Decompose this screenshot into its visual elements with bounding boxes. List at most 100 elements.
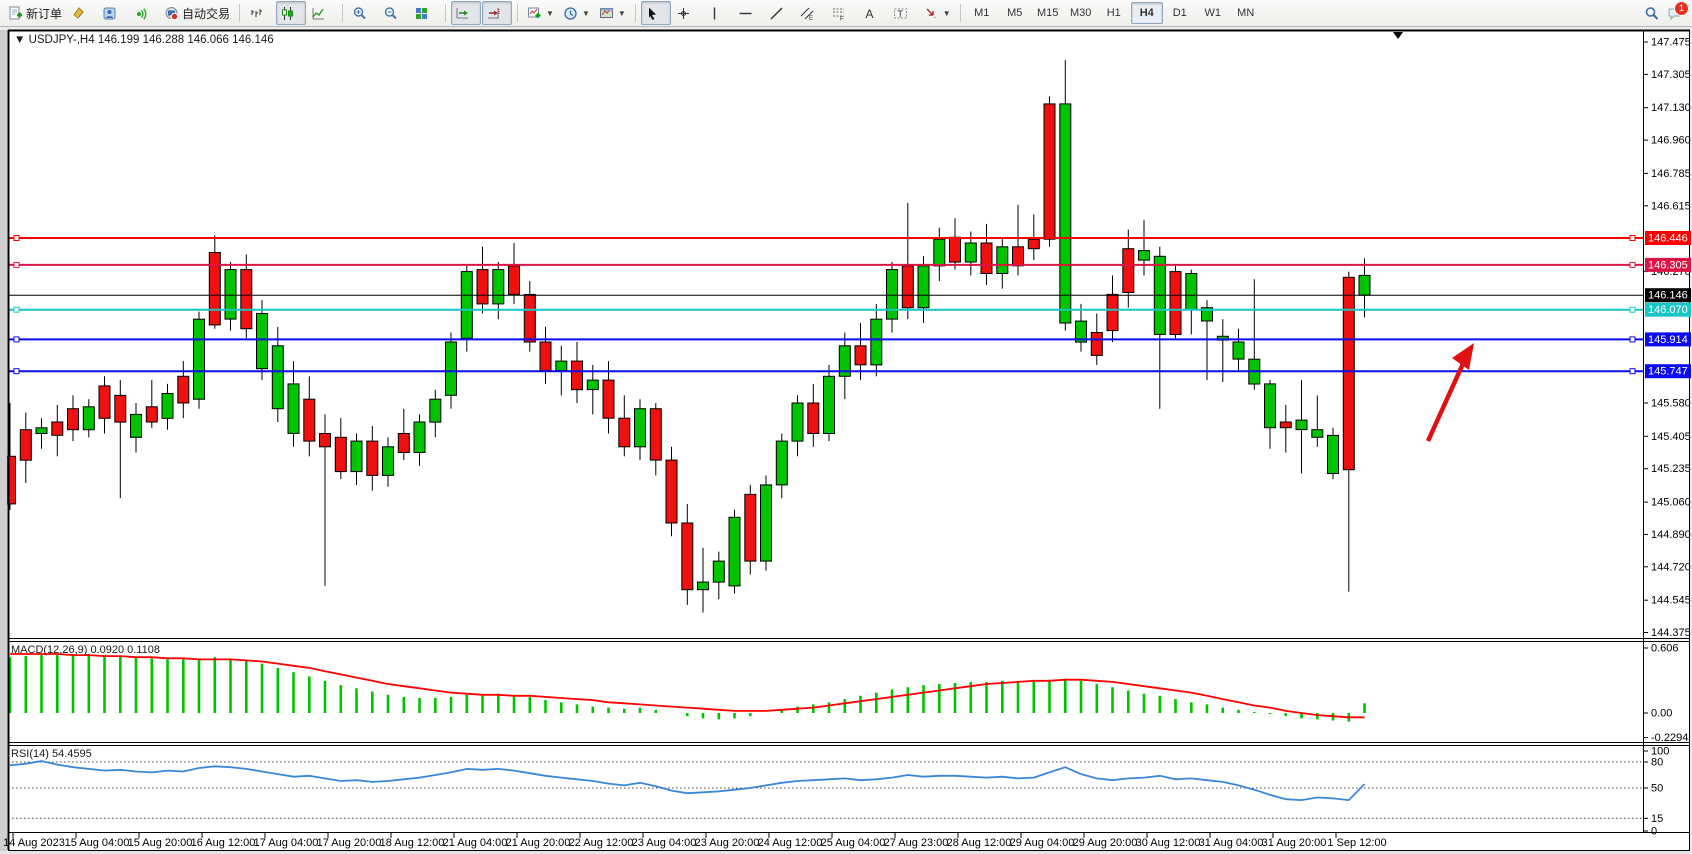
candlestick-button[interactable]	[276, 1, 307, 25]
svg-text:23 Aug 20:00: 23 Aug 20:00	[695, 837, 760, 849]
trend-arrow-annotation[interactable]	[1425, 343, 1474, 442]
timeframe-m5-button[interactable]: M5	[1007, 7, 1023, 19]
tile-windows-icon	[414, 6, 429, 21]
tile-windows-button[interactable]	[410, 1, 440, 25]
horizontal-line-button[interactable]	[734, 1, 764, 25]
price-tag-146.305: 146.305	[1645, 257, 1691, 272]
horizontal-line-145.747[interactable]	[8, 368, 1643, 375]
timeframe-m15-button[interactable]: M15	[1037, 7, 1059, 19]
autoscroll-button[interactable]	[451, 1, 482, 25]
svg-text:50: 50	[1651, 783, 1663, 795]
svg-text:0.606: 0.606	[1651, 643, 1679, 655]
chart-shift-marker	[1393, 32, 1403, 39]
add-indicator-icon	[527, 6, 542, 21]
chevron-down-icon: ▼	[546, 8, 554, 18]
search-icon	[1644, 6, 1659, 21]
svg-text:144.545: 144.545	[1651, 595, 1691, 607]
svg-text:27 Aug 23:00: 27 Aug 23:00	[884, 837, 949, 849]
svg-text:145.914: 145.914	[1648, 334, 1688, 346]
svg-text:145.747: 145.747	[1648, 366, 1688, 378]
trendline-icon	[769, 6, 784, 21]
price-axis[interactable]: 147.475 147.305 147.130 146.960 146.785 146.6…	[1643, 37, 1691, 640]
trendline-button[interactable]	[765, 1, 795, 25]
candlestick-icon	[280, 6, 295, 21]
svg-text:147.475: 147.475	[1651, 37, 1691, 49]
search-button[interactable]	[1644, 6, 1659, 21]
price-chart: 147.475 147.305 147.130 146.960 146.785 146.6…	[0, 29, 1692, 854]
bar-chart-icon	[249, 6, 264, 21]
chevron-down-icon: ▼	[942, 8, 951, 18]
svg-text:15 Aug 20:00: 15 Aug 20:00	[128, 837, 193, 849]
new-order-button[interactable]: 新订单	[4, 1, 66, 25]
price-tag-145.747: 145.747	[1645, 364, 1691, 379]
fibonacci-button[interactable]: F	[827, 1, 857, 25]
arrows-icon	[924, 6, 939, 21]
svg-text:146.615: 146.615	[1651, 200, 1691, 212]
svg-text:146.305: 146.305	[1648, 259, 1688, 271]
horizontal-line-146.446[interactable]	[8, 235, 1643, 241]
vertical-line-button[interactable]	[703, 1, 733, 25]
timeframe-m1-button[interactable]: M1	[974, 7, 990, 19]
periods-button[interactable]: ▼	[559, 1, 594, 25]
autotrade-button-label: 自动交易	[182, 6, 231, 21]
timeframe-mn-button[interactable]: MN	[1237, 7, 1255, 19]
arrows-button[interactable]: ▼	[920, 1, 955, 25]
hline-icon	[738, 6, 753, 21]
svg-text:29 Aug 20:00: 29 Aug 20:00	[1073, 837, 1138, 849]
label-button[interactable]: T	[889, 1, 919, 25]
horizontal-line-146.305[interactable]	[8, 261, 1643, 268]
timeframe-h4-button[interactable]: H4	[1130, 2, 1163, 24]
chart-window[interactable]: 147.475 147.305 147.130 146.960 146.785 146.6…	[0, 27, 1692, 854]
crosshair-icon	[676, 6, 691, 21]
line-chart-button[interactable]	[307, 1, 337, 25]
svg-text:21 Aug 20:00: 21 Aug 20:00	[506, 837, 571, 849]
chart-shift-button[interactable]	[482, 1, 513, 25]
main-toolbar: 新订单 自动交易 ▼ ▼ ▼ E F A T ▼ M1 M5 M15 M30 H1 H4 D1 W1 MN 1	[0, 0, 1692, 27]
add-indicator-button[interactable]: ▼	[523, 1, 558, 25]
zoom-out-button[interactable]	[379, 1, 409, 25]
signals-button[interactable]	[129, 1, 159, 25]
svg-text:15: 15	[1651, 813, 1663, 825]
bar-chart-button[interactable]	[245, 1, 275, 25]
text-button[interactable]: A	[858, 1, 888, 25]
svg-text:E: E	[809, 16, 813, 21]
macd-axis: 0.606 0.00 -0.2294	[1643, 643, 1688, 744]
svg-text:144.720: 144.720	[1651, 561, 1691, 573]
price-tag-145.914: 145.914	[1645, 332, 1691, 347]
autoscroll-icon	[455, 6, 470, 21]
timeframe-m30-button[interactable]: M30	[1070, 7, 1092, 19]
market-watch-button[interactable]	[98, 1, 128, 25]
svg-text:147.305: 147.305	[1651, 69, 1691, 81]
toolbar-right-group: 1	[1644, 0, 1689, 21]
timeframe-w1-button[interactable]: W1	[1204, 7, 1221, 19]
toolbar-separator	[239, 4, 241, 22]
channel-button[interactable]: E	[796, 1, 826, 25]
crosshair-button[interactable]	[672, 1, 702, 25]
periods-icon	[563, 6, 578, 21]
zoom-in-icon	[352, 6, 367, 21]
cursor-button[interactable]	[640, 1, 671, 25]
templates-button[interactable]: ▼	[595, 1, 630, 25]
line-chart-icon	[311, 6, 326, 21]
svg-text:23 Aug 04:00: 23 Aug 04:00	[632, 837, 697, 849]
timeframe-d1-button[interactable]: D1	[1172, 7, 1187, 19]
macd-indicator-pane	[8, 653, 1366, 722]
macd-label: MACD(12,26,9) 0.0920 0.1108	[11, 644, 160, 656]
styler-button[interactable]	[67, 1, 97, 25]
new-order-icon	[8, 6, 23, 21]
horizontal-line-145.914[interactable]	[8, 336, 1643, 343]
svg-text:14 Aug 2023: 14 Aug 2023	[3, 837, 65, 849]
rsi-indicator-pane	[8, 760, 1643, 819]
cursor-icon	[645, 6, 660, 21]
chat-button[interactable]: 1	[1667, 0, 1689, 21]
chevron-down-icon: ▼	[617, 8, 626, 18]
svg-text:145.060: 145.060	[1651, 497, 1691, 509]
svg-text:15 Aug 04:00: 15 Aug 04:00	[65, 837, 130, 849]
timeframe-h1-button[interactable]: H1	[1106, 7, 1121, 19]
candlestick-series	[4, 60, 1371, 613]
horizontal-line-146.070[interactable]	[8, 306, 1643, 313]
svg-text:146.146: 146.146	[1648, 290, 1688, 302]
zoom-in-button[interactable]	[348, 1, 378, 25]
autotrade-button[interactable]: 自动交易	[160, 1, 234, 25]
